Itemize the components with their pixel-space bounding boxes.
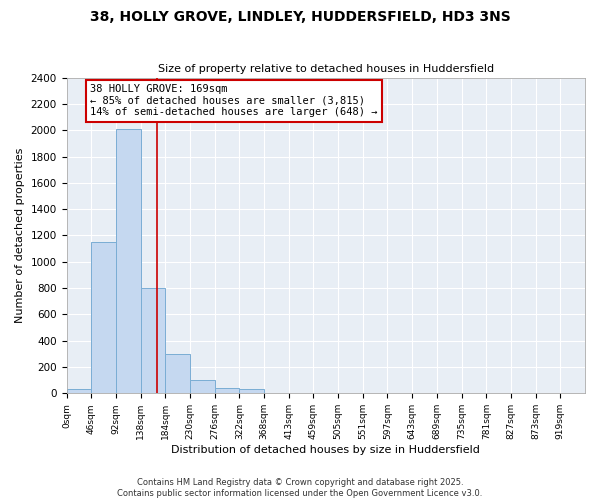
X-axis label: Distribution of detached houses by size in Huddersfield: Distribution of detached houses by size … <box>172 445 480 455</box>
Bar <box>116 129 140 394</box>
Bar <box>140 288 165 394</box>
Text: 38, HOLLY GROVE, LINDLEY, HUDDERSFIELD, HD3 3NS: 38, HOLLY GROVE, LINDLEY, HUDDERSFIELD, … <box>89 10 511 24</box>
Bar <box>190 380 215 394</box>
Bar <box>239 390 264 394</box>
Bar <box>165 354 190 394</box>
Bar <box>67 390 91 394</box>
Y-axis label: Number of detached properties: Number of detached properties <box>15 148 25 323</box>
Text: Contains HM Land Registry data © Crown copyright and database right 2025.
Contai: Contains HM Land Registry data © Crown c… <box>118 478 482 498</box>
Title: Size of property relative to detached houses in Huddersfield: Size of property relative to detached ho… <box>158 64 494 74</box>
Text: 38 HOLLY GROVE: 169sqm
← 85% of detached houses are smaller (3,815)
14% of semi-: 38 HOLLY GROVE: 169sqm ← 85% of detached… <box>90 84 377 117</box>
Bar <box>215 388 239 394</box>
Bar <box>91 242 116 394</box>
